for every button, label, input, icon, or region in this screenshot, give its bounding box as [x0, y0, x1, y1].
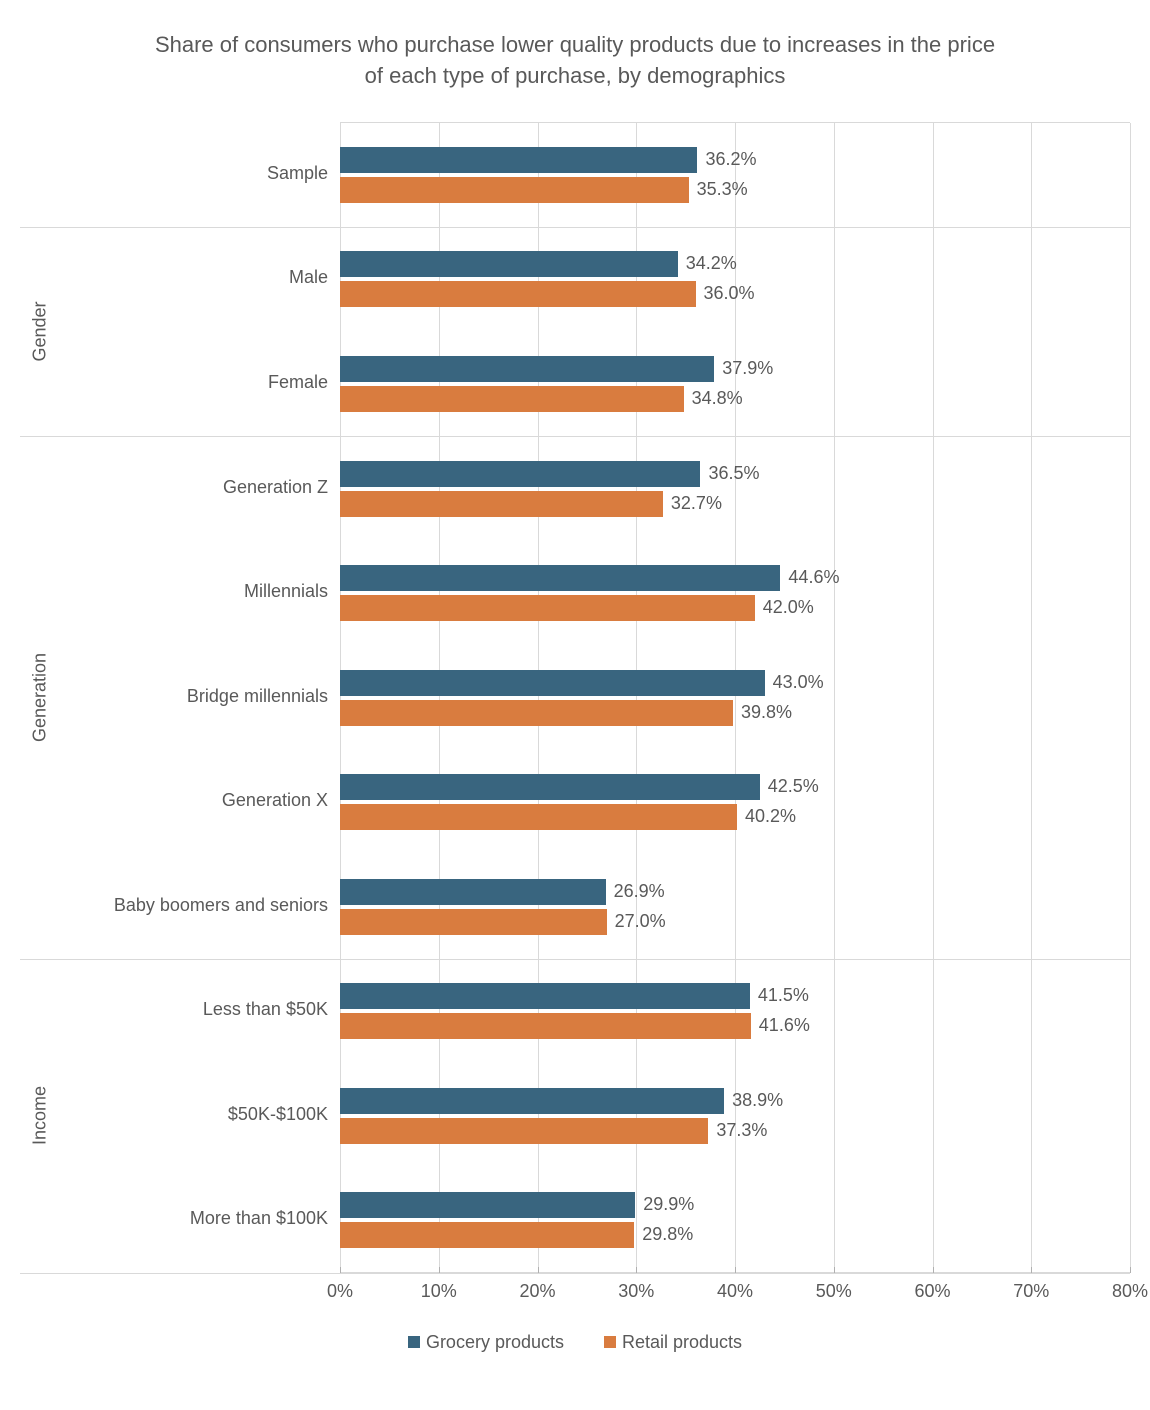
bar-value-label: 27.0%: [615, 911, 666, 932]
bar: [340, 147, 697, 173]
group-separator: [20, 436, 1130, 437]
bar-value-label: 34.2%: [686, 253, 737, 274]
bar-value-label: 37.9%: [722, 358, 773, 379]
bar: [340, 700, 733, 726]
category-label: Sample: [73, 163, 328, 184]
gridline: [1031, 123, 1032, 1272]
bar-value-label: 32.7%: [671, 493, 722, 514]
bar: [340, 251, 678, 277]
x-tick-mark: [1130, 1267, 1131, 1273]
bar-value-label: 36.2%: [705, 149, 756, 170]
x-tick-mark: [1031, 1267, 1032, 1273]
chart-container: Share of consumers who purchase lower qu…: [20, 30, 1130, 1353]
category-label: Less than $50K: [73, 999, 328, 1020]
x-tick-mark: [636, 1267, 637, 1273]
legend-item-retail: Retail products: [604, 1332, 742, 1353]
x-tick-mark: [538, 1267, 539, 1273]
bar: [340, 491, 663, 517]
x-tick-label: 60%: [914, 1281, 950, 1302]
legend: Grocery products Retail products: [20, 1332, 1130, 1353]
bar-value-label: 39.8%: [741, 702, 792, 723]
bar: [340, 804, 737, 830]
bar: [340, 356, 714, 382]
bar-value-label: 42.5%: [768, 776, 819, 797]
bar: [340, 1192, 635, 1218]
category-label: Baby boomers and seniors: [73, 895, 328, 916]
bar: [340, 461, 700, 487]
bar-value-label: 38.9%: [732, 1090, 783, 1111]
bar: [340, 281, 696, 307]
bar: [340, 177, 689, 203]
bar-value-label: 42.0%: [763, 597, 814, 618]
legend-swatch-grocery: [408, 1336, 420, 1348]
x-tick-label: 20%: [519, 1281, 555, 1302]
bars-panel: 36.2% 35.3% 34.2% 36.0% 37.9% 34.8% 36.5% 32.7%…: [340, 122, 1130, 1272]
gridline: [1130, 123, 1131, 1272]
bar-value-label: 34.8%: [692, 388, 743, 409]
x-tick-label: 30%: [618, 1281, 654, 1302]
x-axis: 0%10%20%30%40%50%60%70%80%: [340, 1272, 1130, 1312]
bar: [340, 1013, 751, 1039]
bar-value-label: 44.6%: [788, 567, 839, 588]
x-tick-label: 50%: [816, 1281, 852, 1302]
x-tick-label: 40%: [717, 1281, 753, 1302]
bar-value-label: 26.9%: [614, 881, 665, 902]
bar-value-label: 29.8%: [642, 1224, 693, 1245]
legend-label-retail: Retail products: [622, 1332, 742, 1353]
x-tick-label: 0%: [327, 1281, 353, 1302]
x-tick-label: 80%: [1112, 1281, 1148, 1302]
category-label: $50K-$100K: [73, 1104, 328, 1125]
bar-value-label: 29.9%: [643, 1194, 694, 1215]
bar-value-label: 41.6%: [759, 1015, 810, 1036]
category-label: Female: [73, 372, 328, 393]
category-label: Generation X: [73, 790, 328, 811]
chart-title: Share of consumers who purchase lower qu…: [150, 30, 1000, 92]
bar-value-label: 41.5%: [758, 985, 809, 1006]
category-labels: Sample Male Female Generation Z Millennials B…: [70, 122, 340, 1272]
bar-value-label: 35.3%: [697, 179, 748, 200]
bar: [340, 386, 684, 412]
x-tick-mark: [933, 1267, 934, 1273]
group-separator: [20, 227, 1130, 228]
bar: [340, 1222, 634, 1248]
x-tick-mark: [735, 1267, 736, 1273]
bar: [340, 1088, 724, 1114]
bar: [340, 879, 606, 905]
gridline: [933, 123, 934, 1272]
bar-value-label: 36.0%: [704, 283, 755, 304]
bar: [340, 670, 765, 696]
bar-value-label: 37.3%: [716, 1120, 767, 1141]
bar: [340, 595, 755, 621]
category-label: Millennials: [73, 581, 328, 602]
bar-value-label: 40.2%: [745, 806, 796, 827]
group-separator: [20, 959, 1130, 960]
category-label: Male: [73, 267, 328, 288]
x-tick-mark: [340, 1267, 341, 1273]
group-axis-label: Income: [30, 1055, 51, 1175]
bar: [340, 565, 780, 591]
bar: [340, 774, 760, 800]
legend-item-grocery: Grocery products: [408, 1332, 564, 1353]
x-tick-mark: [439, 1267, 440, 1273]
x-tick-label: 70%: [1013, 1281, 1049, 1302]
gridline: [834, 123, 835, 1272]
category-label: More than $100K: [73, 1208, 328, 1229]
x-tick-mark: [834, 1267, 835, 1273]
plot-area: GenderGenerationIncome SampleMaleFemaleG…: [20, 122, 1130, 1272]
bar: [340, 983, 750, 1009]
group-axis-label: Generation: [30, 637, 51, 757]
bar: [340, 1118, 708, 1144]
category-label: Generation Z: [73, 477, 328, 498]
category-label: Bridge millennials: [73, 686, 328, 707]
group-axis-labels: Gender Generation Income: [20, 122, 70, 1272]
x-tick-label: 10%: [421, 1281, 457, 1302]
bar-value-label: 43.0%: [773, 672, 824, 693]
legend-swatch-retail: [604, 1336, 616, 1348]
bar: [340, 909, 607, 935]
bar-value-label: 36.5%: [708, 463, 759, 484]
legend-label-grocery: Grocery products: [426, 1332, 564, 1353]
group-axis-label: Gender: [30, 271, 51, 391]
